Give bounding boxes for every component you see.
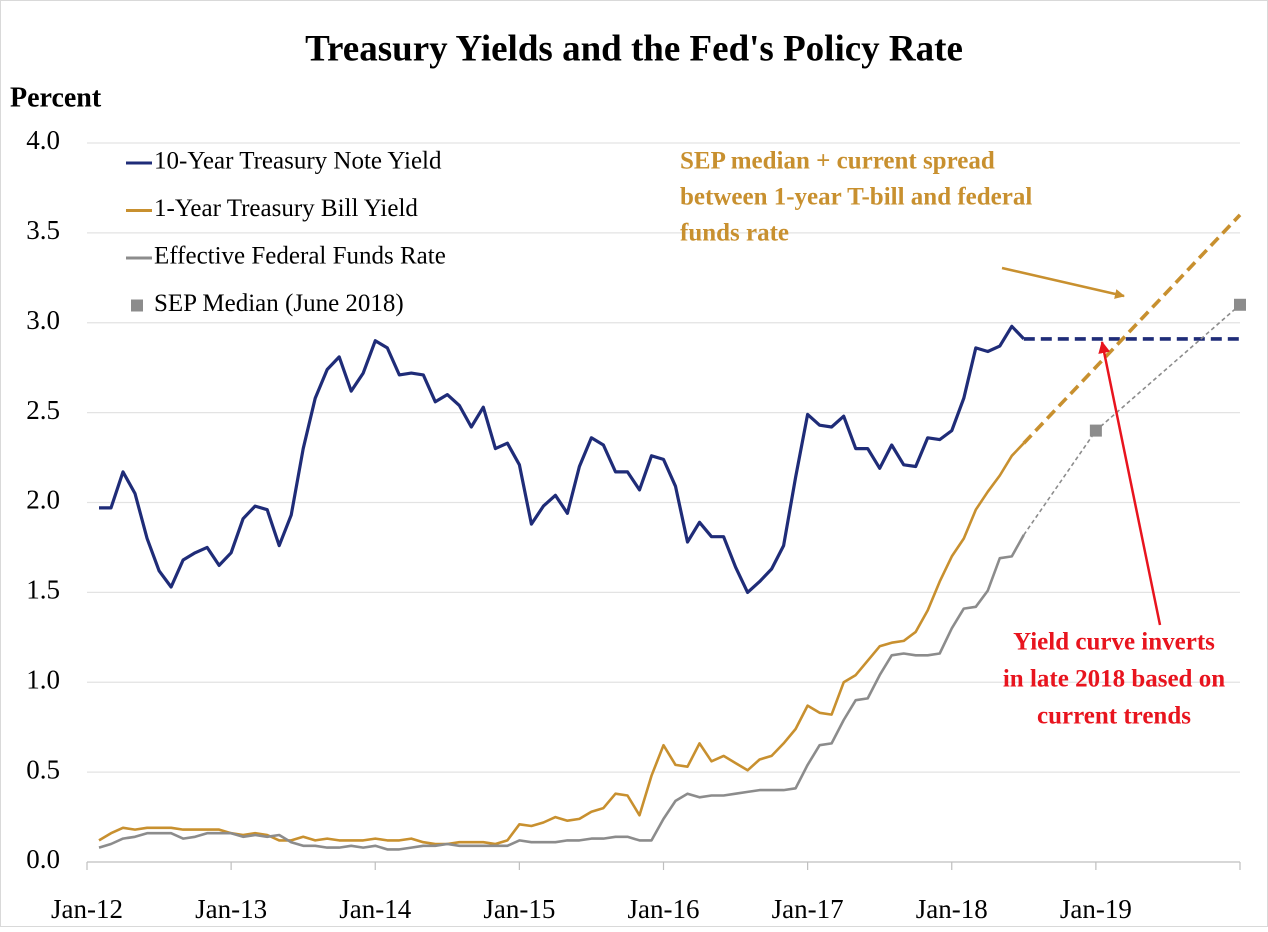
- annotation: in late 2018 based on: [1003, 666, 1225, 693]
- x-tick-label: Jan-14: [339, 894, 411, 924]
- annotation: funds rate: [680, 220, 789, 247]
- legend-label: 10-Year Treasury Note Yield: [154, 148, 442, 175]
- y-tick-label: 1.5: [26, 575, 60, 605]
- annotation-arrow: [1001, 266, 1125, 299]
- annotation: current trends: [1037, 703, 1191, 730]
- annotation-arrow: [1098, 341, 1162, 626]
- x-tick-label: Jan-18: [916, 894, 988, 924]
- chart-title: Treasury Yields and the Fed's Policy Rat…: [305, 28, 963, 69]
- projection-line: [1022, 213, 1242, 445]
- y-tick-label: 0.5: [26, 754, 60, 784]
- plot: [98, 213, 1246, 851]
- x-tick-label: Jan-13: [195, 894, 267, 924]
- legend-swatch: [131, 299, 143, 312]
- annotations: SEP median + current spread between 1-yea…: [680, 148, 1225, 730]
- x-tick-label: Jan-15: [483, 894, 555, 924]
- annotation: Yield curve inverts: [1013, 629, 1215, 656]
- data-point: [1234, 298, 1246, 311]
- y-tick-label: 3.0: [26, 305, 60, 335]
- legend: 10-Year Treasury Note Yield 1-Year Treasu…: [126, 148, 446, 317]
- y-axis-label: Percent: [10, 82, 102, 113]
- x-tick-label: Jan-12: [51, 894, 123, 924]
- data-point: [1089, 424, 1102, 437]
- series-line: [98, 534, 1025, 851]
- legend-label: Effective Federal Funds Rate: [154, 243, 446, 270]
- legend-label: 1-Year Treasury Bill Yield: [154, 195, 418, 222]
- series-line: [99, 324, 1025, 594]
- x-tick-label: Jan-19: [1060, 894, 1132, 924]
- y-tick-label: 2.0: [26, 485, 60, 515]
- y-tick-label: 0.0: [26, 844, 60, 874]
- y-tick-label: 2.5: [26, 395, 60, 425]
- annotation: between 1-year T-bill and federal: [680, 184, 1032, 211]
- x-tick-label: Jan-17: [772, 894, 844, 924]
- series-line: [98, 442, 1025, 846]
- annotation: SEP median + current spread: [680, 148, 995, 175]
- y-tick-label: 3.5: [26, 215, 60, 245]
- grid: 0.0 0.5 1.0 1.5 2.0 2.5 3.0 3.5 4.0 Jan-12 Jan-13 J…: [26, 125, 1241, 924]
- y-tick-label: 1.0: [26, 664, 60, 694]
- x-tick-label: Jan-16: [628, 894, 700, 924]
- legend-label: SEP Median (June 2018): [154, 290, 404, 317]
- y-tick-label: 4.0: [26, 125, 60, 155]
